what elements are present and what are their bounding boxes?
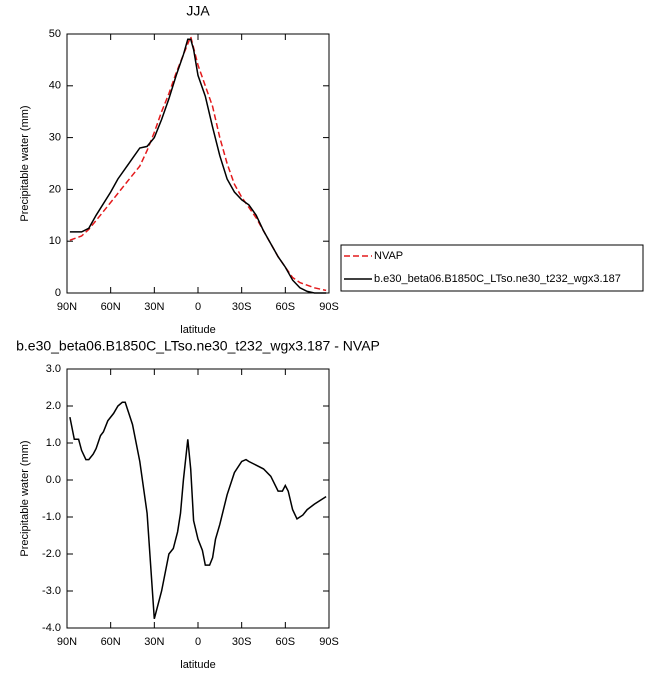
y-axis-label: Precipitable water (mm): [19, 105, 31, 221]
y-tick-label: 3.0: [46, 363, 61, 375]
x-tick-label: 60S: [276, 301, 296, 313]
y-axis-label: Precipitable water (mm): [19, 440, 31, 556]
y-tick-label: -1.0: [42, 511, 61, 523]
y-tick-label: 50: [49, 28, 61, 40]
x-tick-label: 90N: [57, 301, 77, 313]
x-tick-label: 30N: [144, 636, 164, 648]
y-tick-label: 0: [55, 287, 61, 299]
y-tick-label: -4.0: [42, 622, 61, 634]
y-tick-label: 20: [49, 183, 61, 195]
chart-title: b.e30_beta06.B1850C_LTso.ne30_t232_wgx3.…: [16, 338, 380, 354]
x-axis-label: latitude: [180, 659, 215, 671]
x-tick-label: 60S: [276, 636, 296, 648]
x-tick-label: 0: [195, 636, 201, 648]
y-tick-label: 10: [49, 235, 61, 247]
x-tick-label: 60N: [101, 301, 121, 313]
x-tick-label: 90S: [319, 636, 339, 648]
x-tick-label: 0: [195, 301, 201, 313]
y-tick-label: 30: [49, 132, 61, 144]
x-tick-label: 30S: [232, 301, 252, 313]
x-tick-label: 90S: [319, 301, 339, 313]
legend-box: [340, 244, 644, 292]
line-series: [69, 401, 327, 619]
y-tick-label: 0.0: [46, 474, 61, 486]
x-tick-label: 30N: [144, 301, 164, 313]
x-tick-label: 60N: [101, 636, 121, 648]
y-tick-label: 40: [49, 80, 61, 92]
x-tick-label: 30S: [232, 636, 252, 648]
chart-title: JJA: [186, 3, 210, 19]
y-tick-label: -2.0: [42, 548, 61, 560]
y-tick-label: 1.0: [46, 437, 61, 449]
y-tick-label: 2.0: [46, 400, 61, 412]
x-tick-label: 90N: [57, 636, 77, 648]
legend-label: b.e30_beta06.B1850C_LTso.ne30_t232_wgx3.…: [374, 273, 621, 285]
plot-frame: [66, 368, 330, 629]
plot-frame: [66, 33, 330, 294]
line-series: [69, 38, 327, 294]
legend-label: NVAP: [374, 250, 403, 262]
y-tick-label: -3.0: [42, 585, 61, 597]
x-axis-label: latitude: [180, 324, 215, 336]
